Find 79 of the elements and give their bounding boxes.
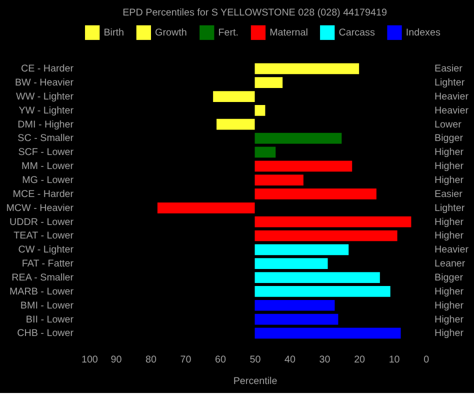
- x-tick-label: 10: [388, 354, 400, 366]
- chart-title: EPD Percentiles for S YELLOWSTONE 028 (028) 44179419: [122, 7, 388, 18]
- bar: [254, 286, 390, 297]
- y2-tick-label: Higher: [434, 175, 464, 186]
- y2-tick-label: Heavier: [434, 105, 470, 116]
- y-tick-label: DMI - Higher: [18, 119, 74, 130]
- bar: [254, 132, 342, 144]
- bar: [254, 244, 349, 256]
- y-tick-label: TEAT - Lower: [14, 230, 74, 242]
- y-tick-label: CE - Harder: [20, 64, 74, 75]
- y-tick-label: MCW - Heavier: [6, 202, 74, 214]
- y-tick-label: FAT - Fatter: [22, 258, 74, 270]
- y2-tick-label: Lighter: [434, 202, 466, 214]
- y2-tick-label: Higher: [434, 300, 464, 312]
- x-tick-label: 20: [354, 354, 366, 366]
- bar: [254, 146, 276, 158]
- x-axis-title: Percentile: [233, 376, 278, 388]
- bar: [254, 300, 335, 311]
- y2-tick-label: Higher: [434, 328, 464, 340]
- x-tick-label: 40: [284, 354, 296, 366]
- y2-tick-label: Leaner: [434, 258, 466, 270]
- bar: [254, 258, 328, 270]
- bar: [157, 202, 255, 214]
- bar: [254, 216, 412, 228]
- y-tick-label: YW - Lighter: [18, 105, 74, 116]
- y-tick-label: SCF - Lower: [18, 147, 74, 158]
- bar: [254, 174, 304, 186]
- y2-tick-label: Heavier: [434, 244, 470, 256]
- y-tick-label: BII - Lower: [26, 314, 74, 326]
- legend-label: Maternal: [270, 28, 308, 39]
- y2-tick-label: Higher: [434, 147, 464, 158]
- legend-label: Fert.: [218, 28, 239, 39]
- x-tick-label: 100: [81, 354, 98, 366]
- y2-tick-label: Bigger: [434, 133, 464, 144]
- bar: [216, 118, 255, 130]
- x-tick-label: 70: [180, 354, 192, 366]
- y-tick-label: BW - Heavier: [14, 78, 74, 89]
- y-tick-label: UDDR - Lower: [9, 216, 74, 228]
- x-tick-label: 60: [215, 354, 227, 366]
- y2-tick-label: Heavier: [434, 91, 470, 102]
- y2-tick-label: Easier: [434, 188, 464, 200]
- x-tick-label: 50: [250, 354, 262, 366]
- y2-tick-label: Bigger: [434, 272, 464, 284]
- y-tick-label: MARB - Lower: [9, 286, 74, 298]
- bar: [254, 272, 380, 283]
- legend-label: Carcass: [338, 28, 375, 39]
- y-tick-label: BMI - Lower: [20, 300, 74, 312]
- y2-tick-label: Higher: [434, 230, 464, 242]
- y2-tick-label: Higher: [434, 161, 464, 172]
- y2-tick-label: Higher: [434, 216, 464, 228]
- y-tick-label: CHB - Lower: [17, 328, 74, 340]
- x-tick-label: 0: [424, 354, 430, 366]
- x-tick-label: 90: [110, 354, 122, 366]
- y-tick-label: MCE - Harder: [12, 188, 74, 200]
- y2-tick-label: Lighter: [434, 78, 466, 89]
- x-tick-label: 30: [319, 354, 331, 366]
- y-tick-label: SC - Smaller: [18, 133, 74, 144]
- legend-label: Indexes: [406, 28, 440, 39]
- y-tick-label: MG - Lower: [22, 175, 74, 186]
- legend-label: Growth: [155, 28, 187, 39]
- y2-tick-label: Lower: [434, 119, 462, 130]
- y2-tick-label: Higher: [434, 314, 464, 326]
- y2-tick-label: Higher: [434, 286, 464, 298]
- y-tick-label: REA - Smaller: [12, 272, 74, 284]
- bar: [254, 160, 352, 172]
- y-tick-label: WW - Lighter: [16, 91, 74, 102]
- bar: [213, 91, 255, 102]
- bar: [254, 328, 401, 339]
- bar: [254, 314, 338, 325]
- y-tick-label: CW - Lighter: [18, 244, 74, 256]
- y2-tick-label: Easier: [434, 64, 464, 75]
- bar: [254, 188, 376, 200]
- bar: [254, 230, 398, 242]
- bar: [254, 63, 360, 74]
- legend-label: Birth: [104, 28, 124, 39]
- y-tick-label: MM - Lower: [22, 161, 74, 172]
- bar: [254, 77, 283, 88]
- bar: [254, 105, 266, 116]
- x-tick-label: 80: [146, 354, 157, 366]
